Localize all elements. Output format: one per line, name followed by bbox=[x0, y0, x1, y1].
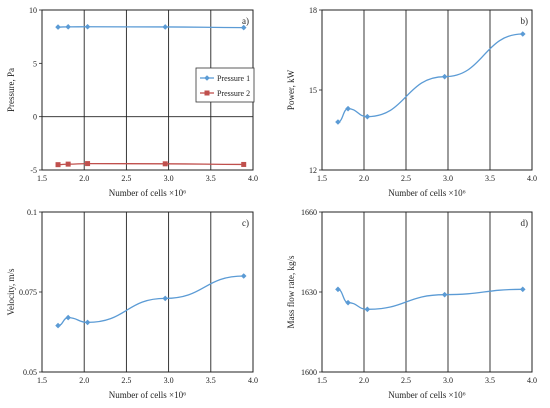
data-point bbox=[65, 314, 71, 321]
data-point bbox=[162, 24, 169, 30]
y-axis-label: Power, kW bbox=[286, 69, 296, 110]
y-tick-label: -5 bbox=[30, 166, 37, 175]
legend-label: Pressure 2 bbox=[217, 89, 250, 98]
data-point bbox=[364, 113, 371, 120]
data-point bbox=[85, 161, 91, 167]
y-tick-label: 1660 bbox=[301, 208, 317, 217]
x-axis-label: Number of cells ×10⁶ bbox=[109, 188, 186, 198]
panel-label: c) bbox=[242, 218, 249, 228]
legend-box bbox=[195, 67, 255, 103]
y-tick-label: 10 bbox=[29, 6, 37, 15]
x-tick-label: 4.0 bbox=[527, 174, 537, 183]
x-tick-label: 3.5 bbox=[485, 376, 495, 385]
legend-label: Pressure 1 bbox=[217, 74, 250, 83]
x-tick-label: 3.5 bbox=[206, 174, 216, 183]
x-tick-label: 2.5 bbox=[121, 174, 131, 183]
y-axis-label: Pressure, Pa bbox=[6, 68, 16, 112]
x-tick-label: 3.0 bbox=[443, 174, 453, 183]
data-point bbox=[55, 24, 61, 30]
chart-panel-1: 1.5 2.0 2.5 3.0 3.5 4.0 -5 0 5 10 a) Number of cell… bbox=[6, 6, 258, 198]
panel-label: a) bbox=[242, 16, 249, 26]
y-tick-label: 1630 bbox=[301, 288, 317, 297]
series-line bbox=[337, 288, 523, 310]
data-point bbox=[84, 319, 91, 326]
series-line bbox=[57, 275, 244, 327]
chart-panel-4: 1.5 2.0 2.5 3.0 3.5 4.0 1600 1630 1660 d) Number o… bbox=[286, 208, 537, 400]
data-point bbox=[84, 23, 91, 30]
y-tick-label: 0.05 bbox=[23, 368, 37, 377]
x-axis-label: Number of cells ×10⁶ bbox=[388, 188, 465, 198]
x-tick-label: 4.0 bbox=[248, 174, 258, 183]
x-tick-label: 3.5 bbox=[206, 376, 216, 385]
x-tick-label: 3.5 bbox=[485, 174, 495, 183]
x-tick-label: 4.0 bbox=[248, 376, 258, 385]
x-tick-label: 1.5 bbox=[37, 174, 47, 183]
y-axis-label: Mass flow rate, kg/s bbox=[286, 255, 296, 328]
data-point bbox=[240, 24, 247, 31]
data-point bbox=[441, 291, 448, 298]
data-point bbox=[345, 105, 351, 112]
legend-marker bbox=[204, 75, 210, 81]
plot-frame bbox=[321, 9, 533, 171]
x-tick-label: 2.0 bbox=[79, 376, 89, 385]
x-axis-label: Number of cells ×10⁶ bbox=[388, 390, 465, 400]
data-point bbox=[335, 119, 341, 125]
y-axis-label: Velocity, m/s bbox=[6, 268, 16, 315]
y-tick-label: 15 bbox=[309, 86, 317, 95]
y-tick-label: 0.075 bbox=[19, 288, 37, 297]
x-tick-label: 3.0 bbox=[164, 174, 174, 183]
chart-panel-3: 1.5 2.0 2.5 3.0 3.5 4.0 0.05 0.075 0.1 c) Number o… bbox=[6, 208, 258, 400]
data-point bbox=[162, 161, 168, 167]
x-axis-label: Number of cells ×10⁶ bbox=[109, 390, 186, 400]
y-tick-label: 0 bbox=[33, 113, 37, 122]
x-tick-label: 2.5 bbox=[401, 376, 411, 385]
y-tick-label: 1600 bbox=[301, 368, 317, 377]
data-point bbox=[65, 24, 71, 30]
legend: Pressure 1 Pressure 2 bbox=[195, 67, 255, 103]
data-point bbox=[519, 286, 526, 293]
data-point bbox=[240, 273, 247, 279]
y-tick-label: 18 bbox=[309, 6, 317, 15]
x-tick-label: 4.0 bbox=[527, 376, 537, 385]
chart-panel-2: 1.5 2.0 2.5 3.0 3.5 4.0 12 15 18 b) Number of cell… bbox=[286, 6, 537, 198]
data-point bbox=[162, 295, 169, 302]
data-point bbox=[241, 161, 247, 167]
series-line bbox=[337, 33, 523, 123]
x-tick-label: 2.0 bbox=[79, 174, 89, 183]
plot-frame bbox=[321, 211, 533, 373]
x-tick-label: 3.0 bbox=[443, 376, 453, 385]
data-point bbox=[519, 31, 526, 37]
x-tick-label: 1.5 bbox=[317, 376, 327, 385]
data-point bbox=[55, 162, 61, 168]
y-tick-label: 5 bbox=[33, 59, 37, 68]
panel-label: b) bbox=[521, 16, 529, 26]
y-tick-label: 0.1 bbox=[27, 208, 37, 217]
panel-label: d) bbox=[521, 218, 529, 228]
data-point bbox=[364, 306, 371, 313]
data-point bbox=[345, 299, 351, 306]
legend-marker bbox=[204, 90, 210, 96]
data-point bbox=[441, 73, 448, 80]
plot-frame bbox=[41, 211, 254, 373]
y-tick-label: 12 bbox=[309, 166, 317, 175]
data-point bbox=[65, 161, 71, 167]
x-tick-label: 1.5 bbox=[37, 376, 47, 385]
data-point bbox=[55, 322, 61, 329]
x-tick-label: 1.5 bbox=[317, 174, 327, 183]
x-tick-label: 2.0 bbox=[359, 376, 369, 385]
x-tick-label: 2.5 bbox=[121, 376, 131, 385]
x-tick-label: 3.0 bbox=[164, 376, 174, 385]
x-tick-label: 2.5 bbox=[401, 174, 411, 183]
x-tick-label: 2.0 bbox=[359, 174, 369, 183]
data-point bbox=[335, 286, 341, 293]
